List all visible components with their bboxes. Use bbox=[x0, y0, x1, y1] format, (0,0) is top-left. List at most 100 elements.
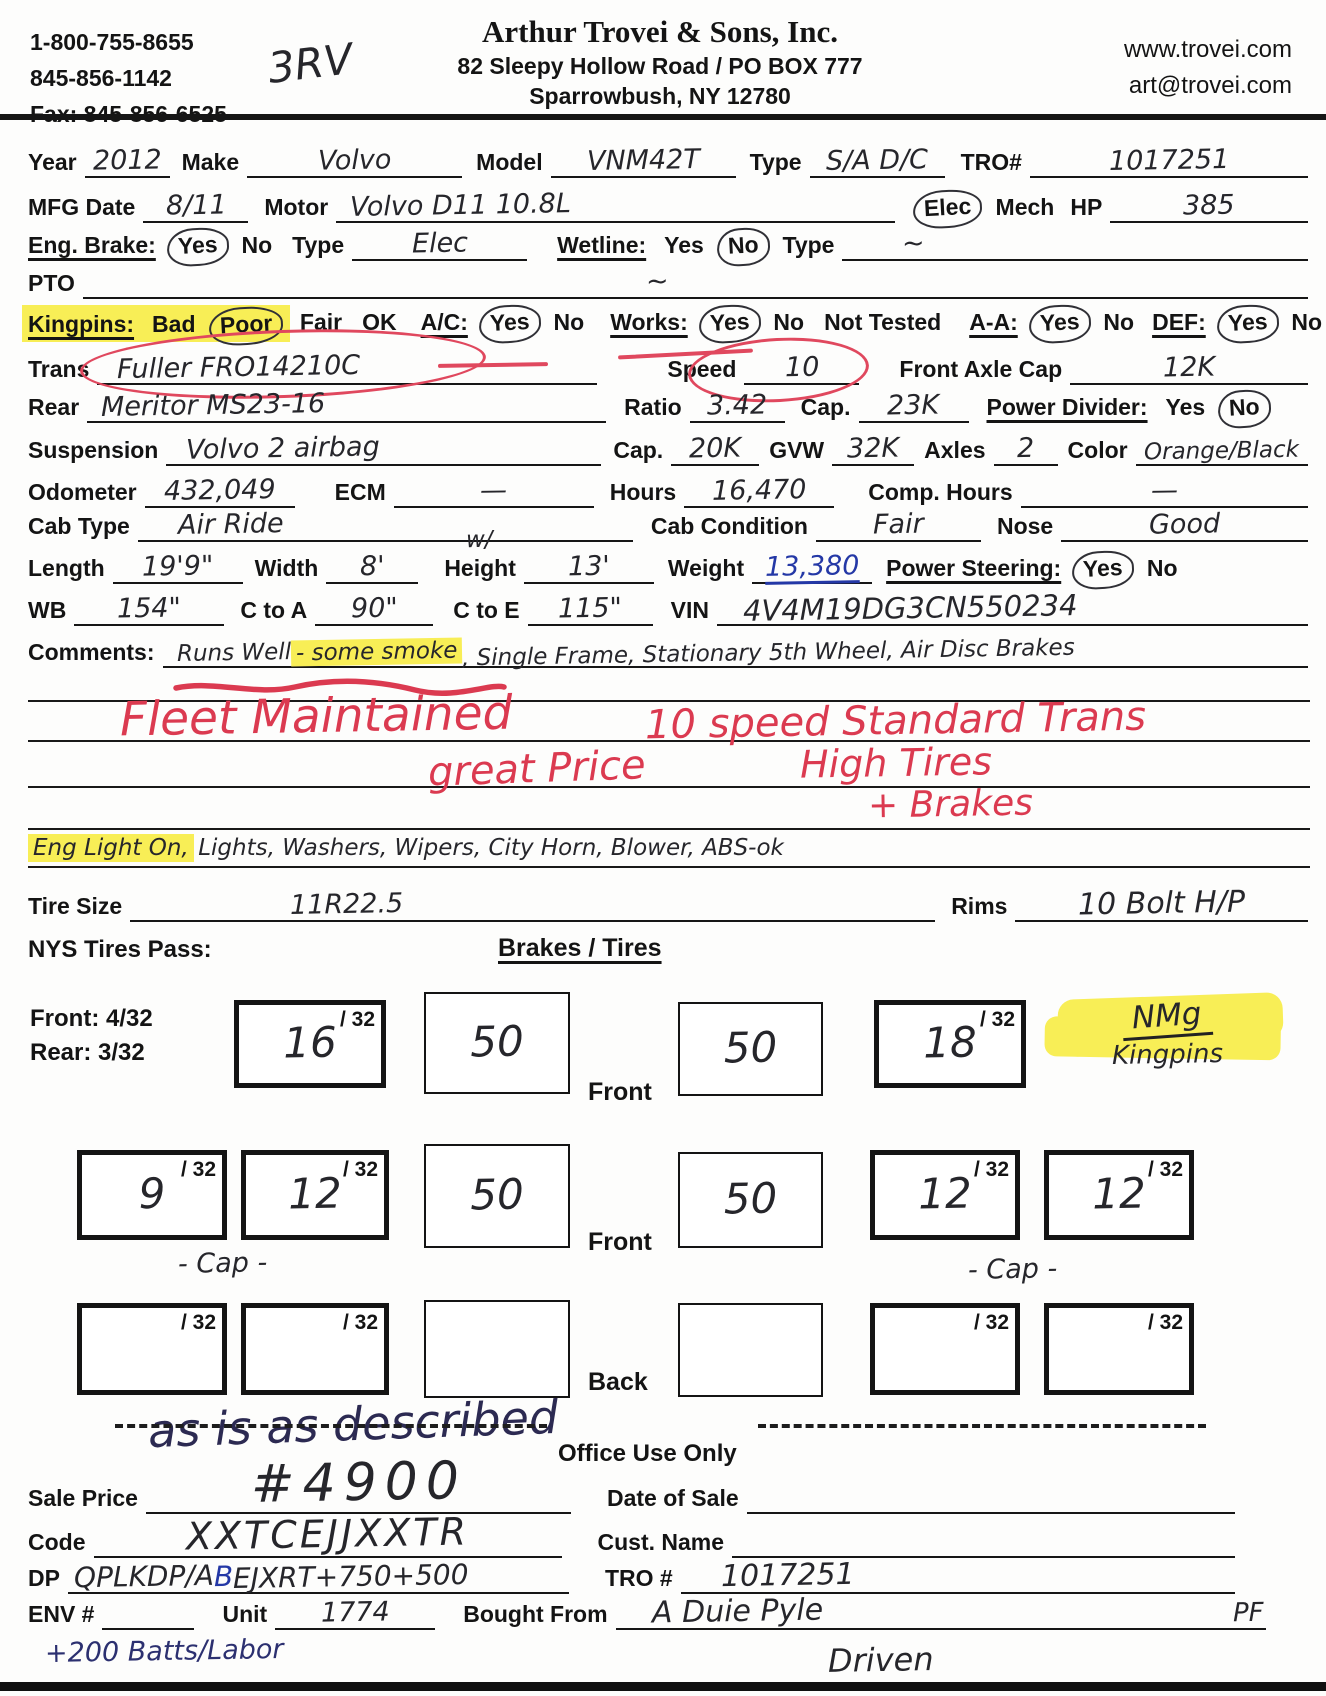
front-axle-cap-label: Front Axle Cap bbox=[899, 356, 1063, 382]
height-value: 13' bbox=[567, 550, 611, 583]
office-tro-label: TRO # bbox=[604, 1565, 673, 1591]
works-not-tested: Not Tested bbox=[824, 309, 942, 335]
ruled-line-2 bbox=[28, 740, 1310, 742]
ecm-field: — bbox=[393, 474, 594, 508]
works-label: Works: bbox=[610, 309, 688, 335]
ratio-field: 3.42 bbox=[689, 389, 785, 423]
wb-field: 154" bbox=[74, 592, 225, 626]
row-pto: PTO ~ bbox=[28, 257, 1308, 299]
per32-label: / 32 bbox=[1147, 1311, 1183, 1334]
brake-value: 50 bbox=[469, 1169, 525, 1220]
kingpins-bad: Bad bbox=[152, 311, 196, 337]
scan-edge-bar bbox=[0, 1682, 1326, 1691]
trans-field: Fuller FRO14210C bbox=[97, 350, 598, 385]
row-trans-speed: Trans Fuller FRO14210C Speed 10 Front Ax… bbox=[28, 343, 1308, 385]
unit-label: Unit bbox=[222, 1601, 268, 1627]
buyer-initials: PF bbox=[1233, 1597, 1265, 1628]
cab-type-label: Cab Type bbox=[28, 513, 130, 539]
susp-cap-field: 20K bbox=[671, 432, 760, 466]
unit-field: 1774 bbox=[275, 1596, 436, 1630]
width-label: Width bbox=[254, 555, 319, 581]
power-steering-yes: Yes bbox=[1082, 553, 1124, 583]
rear-field: Meritor MS23-16 bbox=[87, 387, 607, 423]
pto-stray-mark: ~ bbox=[645, 265, 669, 297]
comments-field: Runs Well - some smoke , Single Frame, S… bbox=[162, 635, 1308, 671]
c-to-a-field: 90" bbox=[315, 592, 434, 626]
power-divider-label: Power Divider: bbox=[986, 394, 1148, 420]
c-to-e-value: 115" bbox=[557, 592, 623, 625]
code-field: XXTCEJJXXTR bbox=[93, 1510, 562, 1559]
speed-label: Speed bbox=[667, 356, 737, 382]
axle-label-front-2: Front bbox=[588, 1228, 652, 1256]
wetline-yes: Yes bbox=[664, 232, 704, 258]
brake-box-r2-left: 50 bbox=[424, 1144, 570, 1248]
gvw-value: 32K bbox=[846, 432, 900, 465]
tread-box-r1-right-outer: / 32 18 bbox=[874, 1000, 1026, 1088]
tread-box-r3-1: / 32 bbox=[77, 1303, 227, 1395]
tread-value: 18 bbox=[922, 1017, 978, 1068]
works-yes: Yes bbox=[708, 307, 750, 337]
model-field: VNM42T bbox=[550, 144, 736, 178]
per32-label: / 32 bbox=[339, 1008, 375, 1031]
nose-field: Good bbox=[1061, 508, 1308, 542]
motor-label: Motor bbox=[264, 194, 329, 220]
def-label: DEF: bbox=[1152, 309, 1206, 335]
vin-value: 4V4M19DG3CN550234 bbox=[742, 587, 1078, 628]
tro-field: 1017251 bbox=[1029, 144, 1308, 178]
power-steering-label: Power Steering: bbox=[886, 555, 1062, 581]
width-field: 8' bbox=[326, 550, 419, 584]
per32-label: / 32 bbox=[180, 1158, 216, 1181]
row-dp: DP QPLKDP/A B EJXRT+750+500 TRO # 101725… bbox=[28, 1552, 1235, 1595]
axle-label-back: Back bbox=[588, 1368, 648, 1396]
header-divider bbox=[0, 114, 1326, 120]
company-name: Arthur Trovei & Sons, Inc. bbox=[482, 14, 838, 49]
comments-red-squiggle bbox=[173, 678, 507, 696]
row-code: Code XXTCEJJXXTR Cust. Name bbox=[28, 1510, 1235, 1559]
nys-tires-pass-label: NYS Tires Pass: bbox=[28, 936, 212, 963]
rims-value: 10 Bolt H/P bbox=[1077, 884, 1246, 922]
header-company-block: Arthur Trovei & Sons, Inc. 82 Sleepy Hol… bbox=[340, 14, 980, 110]
hp-value: 385 bbox=[1183, 189, 1236, 222]
row-rear-ratio: Rear Meritor MS23-16 Ratio 3.42 Cap. 23K… bbox=[28, 381, 1308, 430]
front-tread-spec: Front: 4/32 bbox=[30, 1005, 153, 1032]
year-label: Year bbox=[28, 149, 77, 175]
office-use-only-label: Office Use Only bbox=[558, 1440, 737, 1467]
length-value: 19'9" bbox=[141, 550, 214, 583]
def-no: No bbox=[1291, 309, 1323, 335]
rear-cap-field: 23K bbox=[858, 389, 969, 423]
odometer-label: Odometer bbox=[28, 479, 137, 505]
per32-label: / 32 bbox=[973, 1311, 1009, 1334]
checks-list: Lights, Washers, Wipers, City Horn, Blow… bbox=[198, 835, 784, 861]
susp-cap-value: 20K bbox=[688, 432, 742, 465]
axle-label-front-1: Front bbox=[588, 1078, 652, 1106]
c-to-e-field: 115" bbox=[527, 592, 653, 626]
ecm-label: ECM bbox=[334, 479, 386, 505]
date-of-sale-field bbox=[746, 1511, 1235, 1514]
color-field: Orange/Black bbox=[1135, 437, 1308, 466]
type-field: S/A D/C bbox=[809, 144, 945, 178]
trans-label: Trans bbox=[28, 356, 90, 382]
env-label: ENV # bbox=[28, 1601, 95, 1627]
wetline-label: Wetline: bbox=[557, 232, 647, 258]
pto-field: ~ bbox=[82, 265, 1308, 299]
wb-label: WB bbox=[28, 597, 67, 623]
office-divider-left bbox=[115, 1424, 547, 1428]
kingpins-poor-circled: Poor bbox=[207, 305, 284, 347]
rear-value: Meritor MS23-16 bbox=[100, 387, 326, 423]
weight-field: 13,380 bbox=[752, 550, 873, 584]
make-value: Volvo bbox=[317, 144, 392, 177]
office-tro-field: 1017251 bbox=[680, 1556, 1235, 1594]
ac-yes-circled: Yes bbox=[477, 303, 542, 345]
motor-field: Volvo D11 10.8L bbox=[336, 188, 896, 223]
brake-type-value: Elec bbox=[411, 227, 468, 260]
c-to-a-value: 90" bbox=[350, 592, 398, 625]
front-axle-cap-value: 12K bbox=[1162, 351, 1216, 384]
company-email: art@trovei.com bbox=[1128, 72, 1292, 99]
tread-box-r2-6: / 32 12 bbox=[1044, 1150, 1194, 1240]
row-tire-size: Tire Size 11R22.5 Rims 10 Bolt H/P bbox=[28, 880, 1308, 922]
susp-cap-label: Cap. bbox=[613, 437, 664, 463]
batts-labor-note: +200 Batts/Labor bbox=[44, 1633, 284, 1670]
tread-box-r2-1: / 32 9 bbox=[77, 1150, 227, 1240]
wetline-type-field: ~ bbox=[842, 227, 1308, 261]
wb-value: 154" bbox=[117, 592, 182, 625]
